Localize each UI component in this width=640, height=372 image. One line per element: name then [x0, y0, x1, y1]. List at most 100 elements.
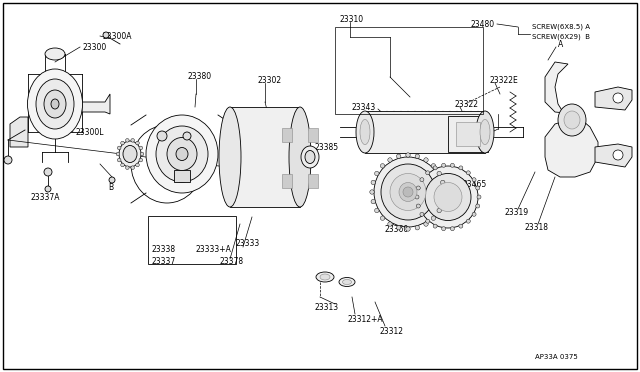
Bar	[365, 111, 485, 153]
Circle shape	[370, 190, 374, 194]
Ellipse shape	[320, 274, 330, 280]
Text: 23337A: 23337A	[30, 192, 60, 202]
Circle shape	[420, 178, 424, 182]
Ellipse shape	[418, 166, 478, 228]
Circle shape	[371, 180, 376, 185]
Text: 23318: 23318	[525, 222, 549, 231]
Ellipse shape	[316, 272, 334, 282]
Circle shape	[157, 131, 167, 141]
Text: A: A	[558, 39, 563, 48]
Text: 23337: 23337	[152, 257, 176, 266]
Ellipse shape	[374, 157, 442, 227]
Text: 23465: 23465	[463, 180, 487, 189]
Ellipse shape	[356, 111, 374, 153]
Circle shape	[424, 222, 428, 226]
Text: 23380: 23380	[188, 71, 212, 80]
Text: AP33A 0375: AP33A 0375	[535, 354, 578, 360]
Text: 23302: 23302	[258, 76, 282, 84]
Text: 23322E: 23322E	[490, 76, 519, 84]
Circle shape	[121, 141, 124, 145]
Ellipse shape	[476, 111, 494, 153]
Bar	[174, 170, 190, 182]
Circle shape	[459, 224, 463, 228]
Circle shape	[416, 186, 420, 190]
Circle shape	[45, 186, 51, 192]
Circle shape	[183, 132, 191, 140]
Circle shape	[467, 219, 470, 223]
Bar	[456, 122, 480, 146]
Text: 23343: 23343	[352, 103, 376, 112]
Bar	[230, 107, 300, 207]
Bar	[282, 128, 292, 142]
Circle shape	[433, 166, 437, 170]
Circle shape	[374, 208, 379, 213]
Text: 23312+A: 23312+A	[348, 315, 383, 324]
Text: 23300A: 23300A	[102, 32, 131, 41]
Circle shape	[476, 204, 480, 208]
Circle shape	[415, 195, 419, 199]
Ellipse shape	[434, 183, 462, 212]
Text: 23385: 23385	[315, 142, 339, 151]
Polygon shape	[545, 62, 598, 177]
Circle shape	[380, 216, 385, 220]
Ellipse shape	[305, 151, 315, 164]
Ellipse shape	[119, 141, 141, 167]
Circle shape	[125, 166, 129, 170]
Ellipse shape	[146, 115, 218, 193]
Circle shape	[4, 156, 12, 164]
Text: 23338: 23338	[152, 246, 176, 254]
Text: 23300L: 23300L	[75, 128, 104, 137]
Circle shape	[440, 199, 445, 204]
Circle shape	[139, 146, 143, 150]
Ellipse shape	[564, 111, 580, 129]
Circle shape	[442, 190, 446, 194]
Circle shape	[437, 208, 442, 213]
Circle shape	[451, 163, 454, 167]
Circle shape	[397, 154, 401, 158]
Circle shape	[406, 227, 410, 231]
Text: 23360: 23360	[385, 224, 409, 234]
Ellipse shape	[360, 119, 370, 145]
Text: B: B	[108, 183, 113, 192]
Circle shape	[467, 171, 470, 175]
Circle shape	[420, 212, 424, 216]
Circle shape	[416, 204, 420, 208]
Ellipse shape	[425, 173, 471, 221]
Circle shape	[371, 199, 376, 204]
Circle shape	[415, 225, 419, 230]
Ellipse shape	[480, 119, 490, 145]
Circle shape	[117, 146, 121, 150]
Circle shape	[117, 158, 121, 162]
Circle shape	[426, 219, 429, 223]
Circle shape	[140, 152, 144, 156]
Circle shape	[131, 166, 134, 170]
Ellipse shape	[558, 104, 586, 136]
Circle shape	[388, 158, 392, 162]
Ellipse shape	[176, 148, 188, 160]
Ellipse shape	[45, 48, 65, 60]
Circle shape	[426, 171, 429, 175]
Circle shape	[103, 32, 109, 38]
Ellipse shape	[44, 90, 66, 118]
Circle shape	[437, 171, 442, 176]
Ellipse shape	[342, 279, 351, 285]
Circle shape	[451, 227, 454, 231]
Ellipse shape	[390, 173, 426, 211]
Text: 23312: 23312	[380, 327, 404, 337]
Circle shape	[442, 163, 445, 167]
Text: 23322: 23322	[455, 99, 479, 109]
Circle shape	[431, 216, 436, 220]
Circle shape	[44, 168, 52, 176]
Circle shape	[440, 180, 445, 185]
Ellipse shape	[123, 145, 137, 163]
Circle shape	[406, 153, 410, 157]
Circle shape	[374, 171, 379, 176]
Ellipse shape	[28, 69, 83, 139]
Text: 23378: 23378	[220, 257, 244, 266]
Ellipse shape	[381, 164, 435, 220]
Circle shape	[613, 150, 623, 160]
Ellipse shape	[156, 126, 208, 182]
Bar	[308, 128, 317, 142]
Ellipse shape	[219, 107, 241, 207]
Circle shape	[472, 212, 476, 216]
